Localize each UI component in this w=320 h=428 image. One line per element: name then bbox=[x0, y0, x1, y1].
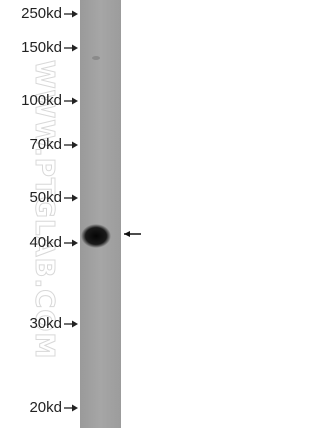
marker-label: 20kd bbox=[29, 399, 62, 416]
marker-label: 30kd bbox=[29, 315, 62, 332]
protein-band bbox=[81, 224, 111, 248]
marker-label: 150kd bbox=[21, 39, 62, 56]
faint-spot bbox=[92, 56, 100, 60]
marker-arrow bbox=[64, 320, 78, 328]
marker-label: 50kd bbox=[29, 189, 62, 206]
marker-label: 70kd bbox=[29, 136, 62, 153]
marker-label: 100kd bbox=[21, 92, 62, 109]
marker-arrow bbox=[64, 97, 78, 105]
marker-ladder: 250kd 150kd 100kd 70kd 50kd 40kd 30kd 20kd bbox=[21, 5, 78, 416]
page: {"markers": ["250kd", "150kd", "100kd", … bbox=[0, 0, 150, 428]
gel-lane bbox=[80, 0, 121, 428]
marker-label: 250kd bbox=[21, 5, 62, 22]
marker-label: 40kd bbox=[29, 234, 62, 251]
marker-arrow bbox=[64, 404, 78, 412]
marker-arrow bbox=[64, 10, 78, 18]
blot-figure: WWW.PTGLAB.COM 250kd 150kd 100kd 70kd 50kd 40… bbox=[21, 0, 141, 428]
target-arrow bbox=[124, 231, 141, 237]
marker-arrow bbox=[64, 44, 78, 52]
marker-arrow bbox=[64, 141, 78, 149]
marker-arrow bbox=[64, 194, 78, 202]
watermark: WWW.PTGLAB.COM bbox=[29, 60, 59, 359]
marker-arrow bbox=[64, 239, 78, 247]
